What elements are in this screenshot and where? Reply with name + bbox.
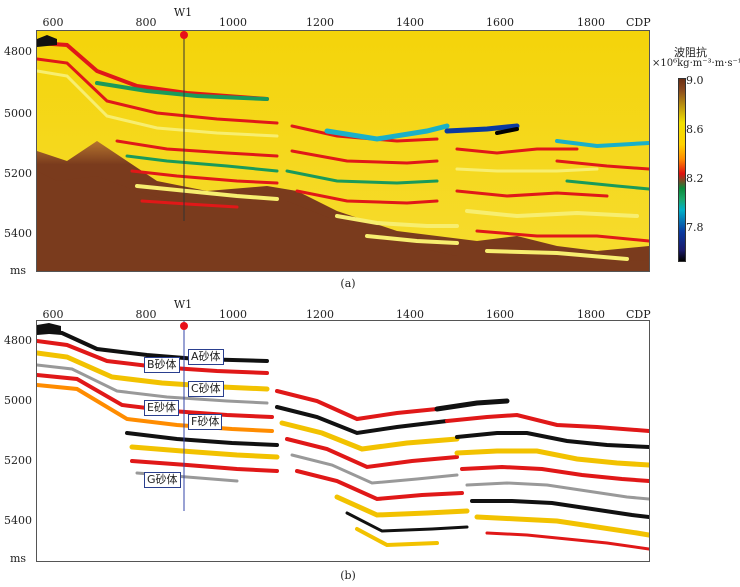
x-tick-600-b: 600 — [42, 308, 64, 321]
sand-label-e: E砂体 — [144, 400, 179, 416]
cdp-label-b: CDP — [626, 308, 651, 321]
colorbar — [678, 78, 686, 262]
well-label-b: W1 — [173, 298, 193, 311]
y-unit-b: ms — [10, 552, 27, 565]
impedance-section-panel — [36, 30, 650, 272]
x-tick-1200-a: 1200 — [306, 16, 334, 29]
sand-label-c: C砂体 — [188, 381, 224, 397]
y-tick-4800-a: 4800 — [4, 45, 32, 58]
y-tick-4800-b: 4800 — [4, 334, 32, 347]
colorbar-unit: ×10⁶kg·m⁻³·m·s⁻¹ — [652, 58, 740, 69]
x-tick-800-a: 800 — [135, 16, 157, 29]
x-tick-1000-b: 1000 — [219, 308, 247, 321]
sand-label-g: G砂体 — [144, 472, 181, 488]
y-tick-5400-b: 5400 — [4, 514, 32, 527]
caption-a: (a) — [340, 277, 356, 290]
colorbar-title: 波阻抗 — [674, 46, 707, 59]
sand-label-a: A砂体 — [188, 349, 224, 365]
sand-label-f: F砂体 — [188, 414, 223, 430]
cdp-label-a: CDP — [626, 16, 651, 29]
x-tick-1600-b: 1600 — [486, 308, 514, 321]
colorbar-tick-9-0: 9.0 — [686, 74, 704, 87]
seismic-section-panel — [36, 320, 650, 562]
x-tick-1200-b: 1200 — [306, 308, 334, 321]
x-tick-800-b: 800 — [135, 308, 157, 321]
x-tick-1600-a: 1600 — [486, 16, 514, 29]
y-tick-5200-a: 5200 — [4, 167, 32, 180]
x-tick-1800-a: 1800 — [577, 16, 605, 29]
y-unit-a: ms — [10, 264, 27, 277]
x-tick-600-a: 600 — [42, 16, 64, 29]
impedance-section-image — [37, 31, 649, 271]
y-tick-5000-a: 5000 — [4, 107, 32, 120]
y-tick-5000-b: 5000 — [4, 394, 32, 407]
y-tick-5200-b: 5200 — [4, 454, 32, 467]
x-tick-1000-a: 1000 — [219, 16, 247, 29]
x-tick-1400-b: 1400 — [396, 308, 424, 321]
y-tick-5400-a: 5400 — [4, 227, 32, 240]
colorbar-tick-8-2: 8.2 — [686, 172, 704, 185]
colorbar-tick-8-6: 8.6 — [686, 123, 704, 136]
well-label-a: W1 — [173, 6, 193, 19]
caption-b: (b) — [340, 569, 356, 582]
seismic-section-image — [37, 321, 649, 551]
sand-label-b: B砂体 — [144, 357, 180, 373]
x-tick-1800-b: 1800 — [577, 308, 605, 321]
x-tick-1400-a: 1400 — [396, 16, 424, 29]
colorbar-tick-7-8: 7.8 — [686, 221, 704, 234]
